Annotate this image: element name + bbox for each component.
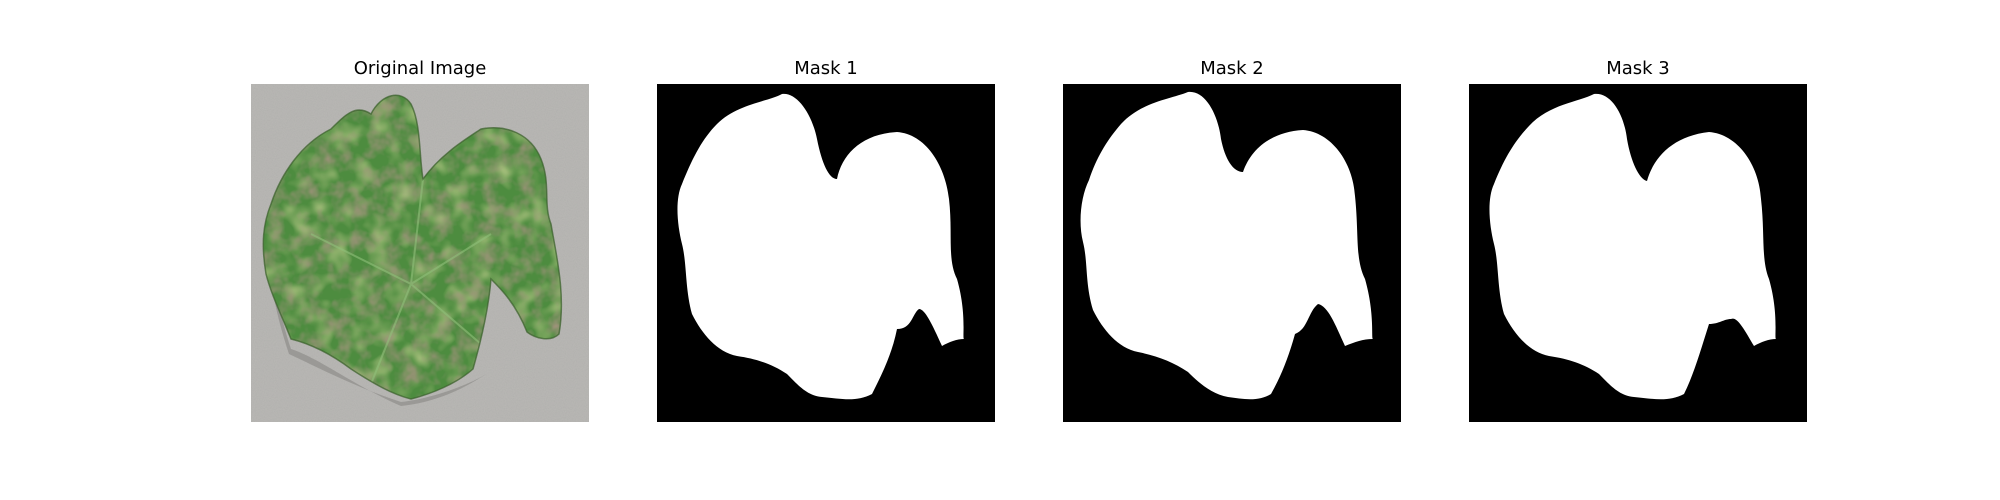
- panel-title: Mask 2: [1063, 58, 1401, 79]
- mask-2-panel: Mask 2: [1063, 0, 1401, 500]
- panel-title: Original Image: [251, 58, 589, 79]
- original-image-panel: Original Image: [251, 0, 589, 500]
- panel-title: Mask 1: [657, 58, 995, 79]
- mask-1-panel: Mask 1: [657, 0, 995, 500]
- mask-3-image: [1469, 84, 1807, 422]
- mask-3-panel: Mask 3: [1469, 0, 1807, 500]
- leaf-photo: [251, 84, 589, 422]
- mask-2-image: [1063, 84, 1401, 422]
- mask-1-image: [657, 84, 995, 422]
- panel-title: Mask 3: [1469, 58, 1807, 79]
